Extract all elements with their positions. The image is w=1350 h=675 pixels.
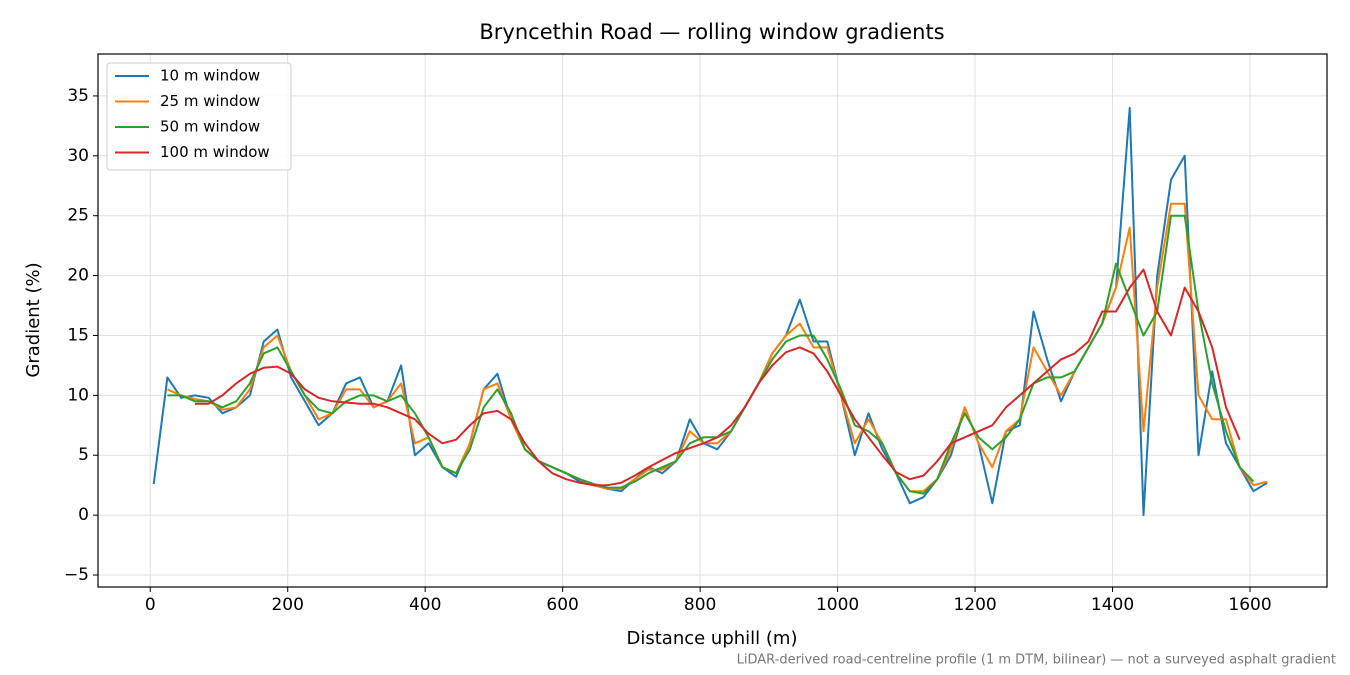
series-line bbox=[167, 214, 1255, 495]
series-line bbox=[194, 268, 1241, 487]
y-tick-label: 15 bbox=[67, 325, 89, 345]
x-tick-label: 1000 bbox=[816, 595, 859, 615]
x-tick-label: 1600 bbox=[1228, 595, 1271, 615]
plot-area bbox=[152, 106, 1268, 517]
legend-box bbox=[106, 62, 292, 171]
y-tick-label: 35 bbox=[67, 86, 89, 106]
legend-label: 100 m window bbox=[160, 143, 270, 161]
y-axis-label: Gradient (%) bbox=[23, 262, 44, 377]
legend-label: 10 m window bbox=[160, 67, 260, 85]
x-tick-label: 1400 bbox=[1091, 595, 1134, 615]
y-tick-label: 0 bbox=[78, 505, 89, 525]
x-tick-label: 800 bbox=[684, 595, 716, 615]
y-tick-label: 5 bbox=[78, 445, 89, 465]
plot-frame bbox=[97, 53, 1328, 588]
x-tick-label: 1200 bbox=[953, 595, 996, 615]
x-tick-label: 0 bbox=[145, 595, 156, 615]
legend-label: 50 m window bbox=[160, 118, 260, 136]
x-tick-label: 600 bbox=[546, 595, 578, 615]
x-tick-label: 400 bbox=[409, 595, 441, 615]
y-tick-label: 20 bbox=[67, 266, 89, 286]
y-tick-label: 30 bbox=[67, 146, 89, 166]
y-tick-label: 25 bbox=[67, 206, 89, 226]
legend-label: 25 m window bbox=[160, 92, 260, 110]
series-line bbox=[152, 106, 1268, 517]
chart-title: Bryncethin Road — rolling window gradien… bbox=[479, 20, 944, 44]
y-tick-label: −5 bbox=[64, 565, 89, 585]
y-tick-label: 10 bbox=[67, 385, 89, 405]
x-axis-label: Distance uphill (m) bbox=[627, 628, 798, 649]
x-tick-label: 200 bbox=[271, 595, 303, 615]
footnote: LiDAR-derived road-centreline profile (1… bbox=[737, 653, 1336, 668]
